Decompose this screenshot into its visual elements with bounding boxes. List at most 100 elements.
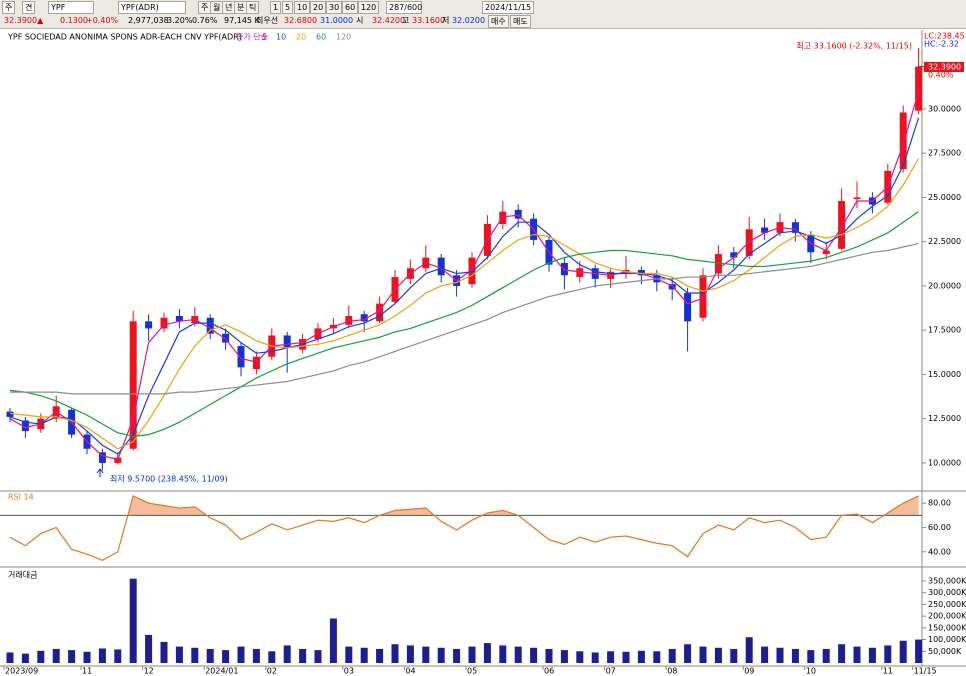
volume-bar [915, 639, 923, 663]
volume-bar [761, 646, 769, 663]
y-tick-label: 22.5000 [928, 237, 961, 246]
volume-bar [607, 651, 615, 663]
volume-bar [98, 648, 106, 663]
panel-title: RSI 14 [8, 493, 34, 502]
volume-bar [560, 650, 568, 663]
volume-bar [268, 651, 276, 663]
panel-title: 거래대금 [8, 571, 37, 580]
interval-button[interactable]: 60 [342, 1, 359, 14]
volume-bar [622, 651, 630, 663]
amount: 97,145 K [224, 16, 260, 25]
toolbar: 주 견 YPF YPF(ADR) 주 월 년 분 틱 1 5 10 20 30 … [0, 0, 966, 15]
button[interactable]: 견 [22, 1, 36, 14]
candle-body [437, 257, 445, 276]
volume-bar [468, 646, 476, 663]
hc-note: HC:-2.32 [924, 40, 959, 49]
buy-button[interactable]: 매수 [488, 15, 509, 28]
label: 시 [356, 16, 364, 25]
period-button[interactable]: 분 [234, 1, 248, 14]
volume-bar [129, 578, 137, 663]
x-tick-label: 08 [667, 667, 677, 676]
legend-entry: 120 [336, 33, 351, 42]
high-note: 최고 33.1600 (-2.32%, 11/15) [796, 41, 912, 51]
x-tick-label: 11 [883, 667, 893, 676]
candle-body [684, 293, 692, 322]
symbol-name[interactable]: YPF(ADR) [118, 1, 186, 14]
value: 32.0200 [452, 16, 486, 25]
date-input[interactable]: 2024/11/15 [482, 1, 535, 14]
label: 최우선 [256, 16, 279, 25]
candle-body [98, 452, 106, 463]
change: 0.1300 [60, 16, 88, 25]
x-tick-label: 2023/09 [5, 667, 38, 676]
sell-button[interactable]: 매도 [510, 15, 531, 28]
interval-button[interactable]: 30 [326, 1, 343, 14]
y-tick-label: 20.0000 [928, 281, 961, 290]
volume-bar [653, 651, 661, 663]
legend-entry: 60 [316, 33, 326, 42]
volume-bar [391, 644, 399, 663]
legend-title: 종가 단순 [236, 32, 268, 42]
interval-button[interactable]: 10 [294, 1, 311, 14]
quote-bar: 32.3900▲ 0.1300 +0.40% 2,977,038 3.20% 0… [0, 14, 966, 29]
volume-bar [191, 647, 199, 663]
count-input[interactable]: 287/600 [386, 1, 422, 14]
x-tick-label: 02 [267, 667, 277, 676]
candle-body [761, 227, 769, 233]
ma-line [10, 242, 919, 395]
x-tick-label: 06 [544, 667, 554, 676]
candle-body [838, 200, 846, 249]
volume-bar [453, 648, 461, 663]
volume-bar [437, 647, 445, 663]
volume-bar [514, 646, 522, 663]
y-tick-label: 250,000K [928, 600, 966, 609]
y-tick-label: 150,000K [928, 623, 966, 632]
volume-bar [237, 646, 245, 663]
interval-button[interactable]: 120 [358, 1, 380, 14]
button[interactable]: 주 [2, 1, 16, 14]
ratio: 0.76% [192, 16, 218, 25]
symbol-input[interactable]: YPF [48, 1, 94, 14]
volume-bar [37, 650, 45, 663]
candle-body [637, 269, 645, 276]
volume-bar [545, 648, 553, 663]
interval-button[interactable]: 5 [282, 1, 294, 14]
y-tick-label: 17.5000 [928, 326, 961, 335]
candle-body [52, 406, 60, 419]
period-button[interactable]: 틱 [246, 1, 260, 14]
volume-bar [745, 637, 753, 663]
volume-bar [422, 646, 430, 663]
candle-body [730, 252, 738, 258]
y-tick-label: 60.00 [928, 523, 951, 532]
price-tag [924, 62, 964, 72]
volume-bar [160, 641, 168, 663]
volume-bar [376, 648, 384, 663]
background [0, 29, 966, 676]
y-tick-label: 40.00 [928, 547, 951, 556]
volume-bar [345, 646, 353, 663]
volume-bar [853, 646, 861, 663]
candle-body [252, 356, 260, 370]
volume-bar [807, 650, 815, 663]
y-tick-label: 350,000K [928, 577, 966, 586]
label: 저 [442, 16, 450, 25]
x-tick-label: 05 [467, 667, 477, 676]
ma-line [9, 211, 919, 437]
interval-button[interactable]: 20 [310, 1, 327, 14]
y-tick-label: 30.0000 [928, 104, 961, 113]
volume-bar [252, 648, 260, 663]
label: 고 [402, 16, 410, 25]
low-note: 최저 9.5700 (238.45%, 11/09) [110, 474, 228, 484]
y-tick-label: 12.5000 [928, 414, 961, 423]
x-tick-label: 12 [144, 667, 154, 676]
chart: YPF SOCIEDAD ANONIMA SPONS ADR-EACH CNV … [0, 29, 966, 676]
value: 31.0000 [320, 16, 354, 25]
candle-body [175, 316, 183, 322]
candle-body [376, 303, 384, 322]
interval-button[interactable]: 1 [270, 1, 282, 14]
legend-entry: 20 [296, 33, 306, 42]
price-tag-label: 32.3900 [928, 63, 961, 72]
legend-entry: 10 [276, 33, 286, 42]
y-tick-label: 25.0000 [928, 193, 961, 202]
